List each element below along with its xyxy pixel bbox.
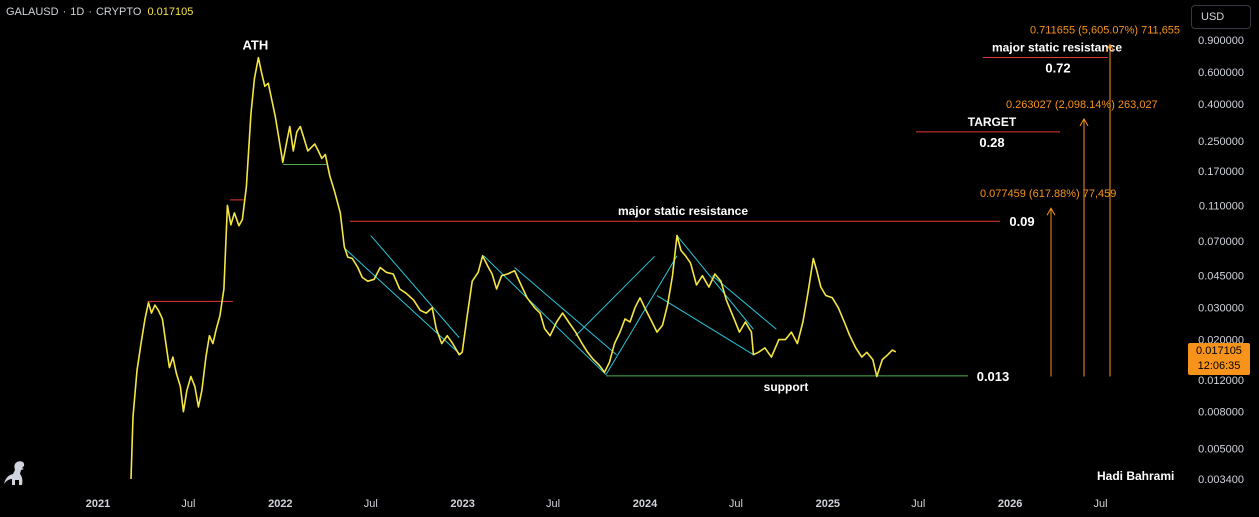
y-tick-label: 0.003400 (1198, 474, 1244, 486)
x-tick-label: Jul (1094, 498, 1108, 510)
x-tick-label: 2021 (86, 498, 110, 510)
y-tick-label: 0.008000 (1198, 407, 1244, 419)
x-tick-label: 2023 (450, 498, 474, 510)
y-tick-label: 0.600000 (1198, 67, 1244, 79)
level-value-0.72: 0.72 (1045, 61, 1070, 76)
y-tick-label: 0.170000 (1198, 166, 1244, 178)
x-tick-label: 2025 (816, 498, 840, 510)
x-tick-label: Jul (181, 498, 195, 510)
projection-label: 0.263027 (2,098.14%) 263,027 (1006, 99, 1158, 111)
trend-channel-line (483, 255, 607, 376)
x-tick-label: Jul (546, 498, 560, 510)
y-tick-label: 0.012000 (1198, 375, 1244, 387)
price-tag-value: 0.017105 (1196, 345, 1242, 357)
projection-arrow-head (1105, 43, 1115, 52)
trend-channel-line (656, 295, 754, 356)
x-tick-label: 2024 (633, 498, 658, 510)
author-name: Hadi Bahrami (1097, 469, 1175, 483)
projection-arrow-head (1046, 207, 1056, 216)
trend-channel-line (676, 235, 754, 330)
y-tick-label: 0.030000 (1198, 303, 1244, 315)
level-value-0.013: 0.013 (977, 369, 1010, 384)
trend-channel-line (605, 255, 678, 375)
level-value-0.28: 0.28 (979, 135, 1004, 150)
level-value-0.09: 0.09 (1009, 214, 1034, 229)
x-tick-label: 2022 (268, 498, 292, 510)
interval-label[interactable]: 1D (70, 6, 85, 18)
level-title: major static resistance (618, 204, 748, 218)
last-price: 0.017105 (147, 6, 194, 18)
trend-channel-line (514, 267, 617, 356)
projection-label: 0.711655 (5,605.07%) 711,655 (1030, 25, 1180, 37)
y-tick-label: 0.400000 (1198, 99, 1244, 111)
symbol-header[interactable]: GALAUSD · 1D · CRYPTO 0.017105 (6, 6, 193, 18)
y-tick-label: 0.250000 (1198, 136, 1244, 148)
ath-annotation: ATH (242, 38, 268, 53)
price-tag-countdown: 12:06:35 (1197, 360, 1241, 372)
currency-button[interactable]: USD (1191, 5, 1251, 29)
dinosaur-logo-icon[interactable] (3, 458, 29, 488)
symbol-name[interactable]: GALAUSD (6, 6, 59, 18)
exchange-label: CRYPTO (95, 6, 142, 18)
trend-channel-line (575, 256, 655, 337)
x-tick-label: Jul (364, 498, 378, 510)
trend-channel-line (370, 235, 460, 338)
y-tick-label: 0.045000 (1198, 271, 1244, 283)
y-tick-label: 0.900000 (1198, 35, 1244, 47)
y-tick-label: 0.005000 (1198, 444, 1244, 456)
level-title: support (764, 380, 809, 394)
projection-arrow-head (1079, 117, 1089, 127)
trend-channel-line (712, 275, 777, 330)
price-series-line (130, 56, 897, 480)
x-tick-label: 2026 (998, 498, 1022, 510)
current-price-tag: 0.017105 12:06:35 (1188, 343, 1250, 375)
level-title: TARGET (968, 115, 1017, 129)
separator-dot: · (62, 6, 67, 18)
x-tick-label: Jul (911, 498, 925, 510)
y-tick-label: 0.070000 (1198, 236, 1244, 248)
x-tick-label: Jul (729, 498, 743, 510)
projection-label: 0.077459 (617.88%) 77,459 (980, 188, 1116, 200)
y-tick-label: 0.110000 (1199, 200, 1244, 212)
separator-dot: · (88, 6, 92, 18)
level-title: major static resistance (992, 41, 1122, 55)
trend-channel-line (343, 247, 462, 356)
